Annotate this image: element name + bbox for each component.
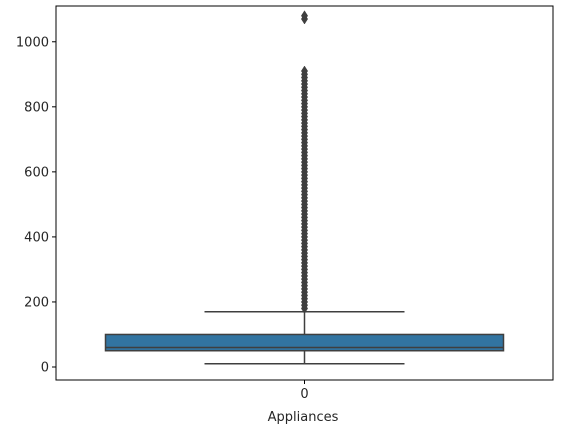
y-tick-label: 600 [24,165,49,180]
outlier-point [301,65,308,77]
x-axis-label: Appliances [268,410,339,425]
y-tick-label: 1000 [16,35,49,50]
iqr-box [104,333,505,352]
plot-area [104,10,505,365]
outlier-point [301,10,308,22]
y-tick-label: 400 [24,230,49,245]
x-tick-label: 0 [300,387,308,402]
y-tick-label: 200 [24,295,49,310]
y-tick-label: 0 [41,360,49,375]
axes: 0 200 400 600 800 1000 0 [16,5,554,402]
y-tick-label: 800 [24,100,49,115]
